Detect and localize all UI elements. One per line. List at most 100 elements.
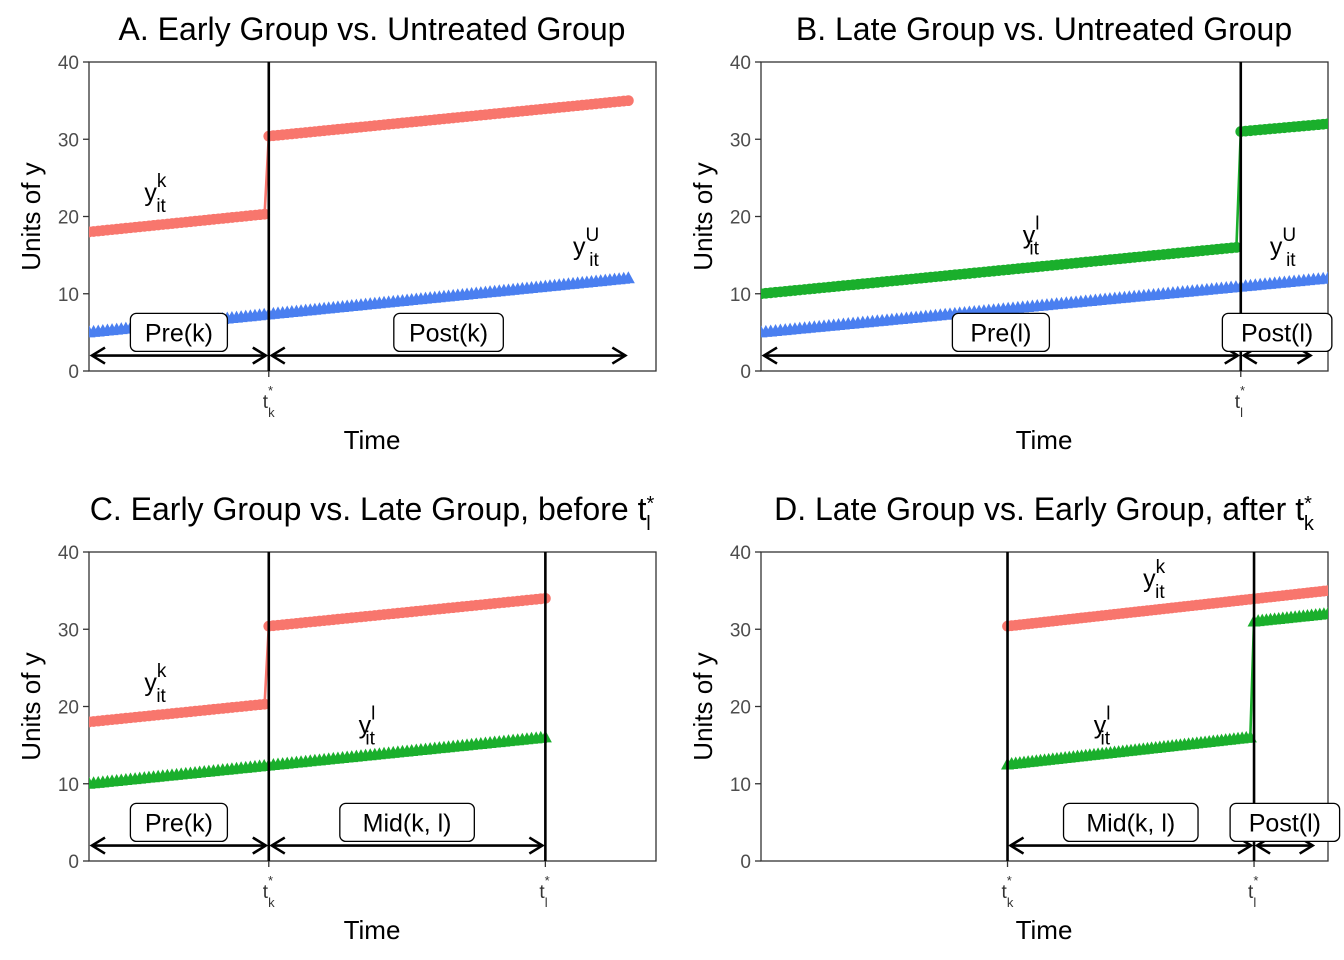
series-label-sub: it — [156, 196, 166, 217]
y-tick-label: 20 — [58, 698, 79, 719]
series-layer — [89, 592, 552, 789]
y-tick-label: 0 — [68, 852, 79, 873]
panel-title: B. Late Group vs. Untreated Group — [796, 11, 1292, 47]
y-axis-title: Units of y — [688, 162, 718, 270]
y-tick-label: 0 — [68, 362, 79, 383]
x-tick-label: t* k — [263, 383, 275, 420]
x-tick-label-sub: l — [1253, 895, 1256, 910]
x-tick-label-main: t — [1248, 882, 1254, 903]
period-box — [951, 312, 1051, 353]
y-tick-label: 10 — [730, 775, 751, 796]
series-label-sub: it — [156, 686, 166, 707]
series-label-sub: it — [589, 250, 599, 271]
x-axis-title: Time — [1016, 915, 1073, 945]
period-label: Post(l) — [1241, 319, 1313, 347]
x-tick-label-sub: k — [268, 405, 275, 420]
series-label-late: yl it — [359, 704, 376, 750]
y-tick-label: 40 — [58, 53, 79, 74]
y-tick-label: 20 — [58, 208, 79, 229]
point-untreated — [621, 271, 635, 284]
series-label-sup: l — [1106, 704, 1110, 725]
panel-title-sub: l — [646, 513, 650, 535]
period-box — [1221, 312, 1333, 353]
series-label-main: y — [144, 179, 157, 207]
x-tick-label-sup: * — [268, 873, 273, 888]
series-line-early — [89, 99, 629, 234]
x-tick-label-main: t — [1002, 882, 1008, 903]
panel-title-sup: * — [646, 493, 654, 515]
point-late — [1322, 118, 1328, 130]
x-tick-label-sup: * — [1253, 873, 1258, 888]
series-label-main: y — [1023, 222, 1036, 250]
x-tick-label-main: t — [263, 882, 269, 903]
period-box — [393, 312, 504, 353]
x-tick-label: t* l — [539, 873, 549, 910]
y-tick-label: 20 — [730, 698, 751, 719]
series-label-sup: k — [1156, 557, 1166, 578]
y-tick-label: 0 — [740, 362, 751, 383]
x-tick-label-main: t — [263, 392, 269, 413]
series-label-sup: U — [586, 225, 600, 246]
panel-c: C. Early Group vs. Late Group, before t*… — [16, 491, 657, 945]
series-label-early: yk it — [144, 661, 167, 707]
point-late — [1231, 242, 1242, 253]
period-label: Post(k) — [409, 319, 488, 347]
x-tick-label-main: t — [1235, 392, 1241, 413]
series-label-sup: l — [1035, 214, 1039, 235]
series-label-untreated: yU it — [1270, 225, 1296, 271]
x-axis-title: Time — [344, 425, 401, 455]
y-tick-label: 30 — [58, 130, 79, 151]
period-box — [1229, 802, 1341, 843]
y-axis-title: Units of y — [16, 162, 46, 270]
panel-title: D. Late Group vs. Early Group, after t* k — [774, 491, 1315, 535]
y-tick-label: 30 — [730, 130, 751, 151]
panel-b: B. Late Group vs. Untreated Group 0 10 20 30… — [688, 11, 1333, 455]
series-label-sup: k — [157, 661, 167, 682]
x-tick-label-sub: l — [1240, 405, 1243, 420]
series-label-sup: U — [1282, 225, 1296, 246]
period-arrow-left-head — [269, 346, 286, 365]
series-layer — [1001, 585, 1328, 770]
x-tick-label-sup: * — [1007, 873, 1012, 888]
series-label-sub: it — [1286, 250, 1296, 271]
series-label-late: yl it — [1094, 704, 1111, 750]
x-tick-label: t* k — [263, 873, 275, 910]
y-tick-label: 10 — [58, 775, 79, 796]
series-layer — [761, 118, 1328, 338]
x-tick-label-main: t — [539, 882, 545, 903]
series-label-main: y — [144, 669, 157, 697]
series-label-main: y — [1270, 233, 1283, 261]
series-label-main: y — [1143, 565, 1156, 593]
y-tick-label: 10 — [730, 285, 751, 306]
series-label-sub: it — [1155, 582, 1165, 603]
series-label-main: y — [359, 712, 372, 740]
panel-title-text: B. Late Group vs. Untreated Group — [796, 11, 1292, 47]
x-tick-label-sub: k — [268, 895, 275, 910]
point-early — [259, 208, 271, 220]
y-tick-label: 30 — [58, 620, 79, 641]
period-arrow-right-head — [252, 836, 269, 855]
panel-title: A. Early Group vs. Untreated Group — [119, 11, 626, 47]
period-label: Pre(l) — [970, 319, 1031, 347]
y-tick-label: 0 — [740, 852, 751, 873]
panel-title-text: D. Late Group vs. Early Group, after t — [774, 491, 1304, 527]
x-tick-label-sup: * — [268, 383, 273, 398]
series-label-early: yk it — [1143, 557, 1166, 603]
x-tick-label-sub: k — [1007, 895, 1014, 910]
y-tick-label: 40 — [730, 543, 751, 564]
period-label: Mid(k, l) — [363, 809, 452, 837]
period-label: Pre(k) — [145, 809, 213, 837]
y-tick-label: 20 — [730, 208, 751, 229]
series-label-sup: l — [371, 704, 375, 725]
period-label: Post(l) — [1249, 809, 1321, 837]
x-tick-label-sup: * — [545, 873, 550, 888]
period-box — [1062, 802, 1199, 843]
period-arrow-left-head — [89, 346, 106, 365]
period-box — [129, 312, 229, 353]
panel-a: A. Early Group vs. Untreated Group 0 10 20 3… — [16, 11, 657, 455]
period-arrow-left-head — [761, 346, 778, 365]
y-tick-label: 40 — [58, 543, 79, 564]
period-arrow-left-head — [1008, 836, 1025, 855]
x-tick-label-sub: l — [545, 895, 548, 910]
